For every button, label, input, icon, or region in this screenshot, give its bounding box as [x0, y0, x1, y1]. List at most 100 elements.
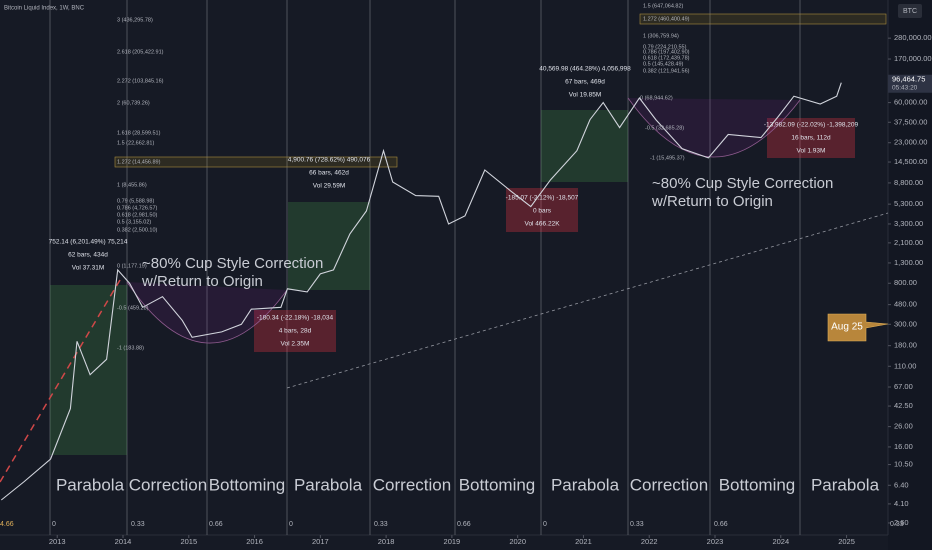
measure-text: 62 bars, 434d [68, 252, 108, 259]
phase-marker: 0 [543, 521, 547, 528]
y-tick-label: 42.50 [894, 401, 913, 410]
fib-label: 1.272 (14,456.89) [117, 159, 161, 165]
measure-text: -180.34 (-22.18%) -18,034 [257, 315, 334, 322]
y-tick-label: 800.00 [894, 278, 917, 287]
y-tick-label: 170,000.00 [894, 54, 932, 63]
trend-line [286, 212, 889, 389]
cup-note: w/Return to Origin [651, 193, 773, 210]
y-tick-label: 5,300.00 [894, 199, 923, 208]
phase-marker: 0 [52, 521, 56, 528]
y-tick-label: 14,500.00 [894, 157, 927, 166]
measure-text: 752.14 (6,201.49%) 75,214 [49, 239, 128, 246]
measure-text: Vol 19.85M [569, 92, 602, 99]
fib-label: 0.382 (121,941.56) [643, 68, 690, 74]
cup-arc [627, 97, 801, 158]
measure-text: -13,982.09 (-22.02%) -1,398,209 [764, 122, 859, 129]
fib-label: 0.786 (197,402.90) [643, 49, 690, 55]
measure-box [767, 118, 855, 158]
fib-label: -0.5 (459.28) [117, 305, 149, 311]
x-tick-label: 2020 [509, 537, 526, 546]
parabola-line [0, 279, 121, 483]
phase-marker: 0.66 [457, 521, 471, 528]
phase-dividers [49, 0, 801, 535]
y-tick-label: 300.00 [894, 319, 917, 328]
measure-text: 0 bars [533, 208, 552, 215]
measure-text: 67 bars, 469d [565, 79, 605, 86]
fib-label: 1 (8,455.86) [117, 182, 147, 188]
phase-label: Bottoming [209, 475, 286, 494]
x-tick-label: 2018 [378, 537, 395, 546]
x-tick-label: 2019 [444, 537, 461, 546]
phase-label: Correction [630, 475, 708, 494]
fib-label: 0.5 (3,155.02) [117, 219, 151, 225]
x-tick-label: 2021 [575, 537, 592, 546]
measure-text: 66 bars, 462d [309, 170, 349, 177]
fib-label: 1.618 (28,599.51) [117, 130, 161, 136]
fib-band [639, 13, 887, 25]
fib-label: 0.618 (172,439.78) [643, 55, 690, 61]
measure-box [254, 310, 336, 352]
fib-label: 1.5 (22,662.81) [117, 140, 154, 146]
measure-text: 4,900.76 (728.62%) 490,076 [288, 157, 371, 164]
countdown: 05:43:20 [892, 84, 918, 91]
phase-label: Parabola [294, 475, 363, 494]
fib-label: 0.786 (4,726.57) [117, 205, 158, 211]
phase-label: Parabola [551, 475, 620, 494]
y-tick-label: 10.50 [894, 460, 913, 469]
x-tick-label: 2025 [838, 537, 855, 546]
fib-label: -1 (15,495.37) [650, 155, 685, 161]
phase-marker: 0.33 [890, 521, 904, 528]
cup-note: ~80% Cup Style Correction [652, 175, 833, 192]
measure-box [541, 110, 628, 182]
fib-label: 0.618 (2,981.50) [117, 212, 158, 218]
fib-label: 1 (306,759.94) [643, 33, 679, 39]
y-tick-label: 67.00 [894, 382, 913, 391]
symbol: BTC [903, 8, 917, 15]
measure-text: 16 bars, 112d [791, 135, 831, 142]
last-price-label: 96,464.75 [892, 75, 925, 84]
y-tick-label: 1,300.00 [894, 258, 923, 267]
y-tick-label: 480.00 [894, 300, 917, 309]
y-tick-label: 8,800.00 [894, 178, 923, 187]
y-tick-label: 110.00 [894, 361, 916, 370]
measure-text: -185.07 (-2.12%) -18,507 [506, 195, 579, 202]
phase-label: Bottoming [719, 475, 796, 494]
measure-text: Vol 37.31M [72, 265, 105, 272]
phase-marker: 0.66 [714, 521, 728, 528]
measure-text: 4 bars, 28d [279, 328, 312, 335]
x-tick-label: 2016 [246, 537, 263, 546]
symbol-badge [898, 4, 922, 18]
last-price-badge [888, 74, 932, 93]
phase-marker: 0.66 [209, 521, 223, 528]
x-tick-label: 2024 [772, 537, 789, 546]
measure-text: 40,569.98 (464.28%) 4,056,998 [539, 66, 631, 73]
cup-note: w/Return to Origin [141, 273, 263, 290]
phase-label: Correction [129, 475, 207, 494]
y-tick-label: 60,000.00 [894, 98, 927, 107]
y-tick-label: 4.10 [894, 499, 909, 508]
phase-marker: 0 [289, 521, 293, 528]
y-tick-label: 16.00 [894, 442, 913, 451]
fib-label: 0.5 (145,428.49) [643, 61, 684, 67]
phase-marker: 4.66 [0, 521, 14, 528]
phase-label: Correction [373, 475, 451, 494]
x-tick-label: 2013 [49, 537, 66, 546]
x-tick-label: 2022 [641, 537, 658, 546]
y-tick-label: 2.60 [894, 518, 909, 527]
fib-label: 1.5 (647,064.82) [643, 3, 684, 9]
chart-title: Bitcoin Liquid Index, 1W, BNC [4, 6, 85, 12]
measure-text: Vol 29.59M [313, 183, 346, 190]
cup-note: ~80% Cup Style Correction [142, 255, 323, 272]
fib-label: 0.79 (5,588.98) [117, 198, 154, 204]
phase-label: Parabola [56, 475, 125, 494]
fib-label: 2.618 (205,422.91) [117, 49, 164, 55]
phase-marker: 0.33 [630, 521, 644, 528]
y-tick-label: 6.40 [894, 480, 909, 489]
fib-label: -0.5 (32,685.28) [645, 125, 684, 131]
y-tick-label: 2,100.00 [894, 238, 923, 247]
fib-label: 1.272 (460,400.49) [643, 16, 690, 22]
fib-label: -1 (183.88) [117, 345, 144, 351]
fib-label: 2 (60,739.26) [117, 100, 150, 106]
cup-arc [126, 281, 288, 344]
fib-label: 2.272 (103,845.16) [117, 78, 164, 84]
